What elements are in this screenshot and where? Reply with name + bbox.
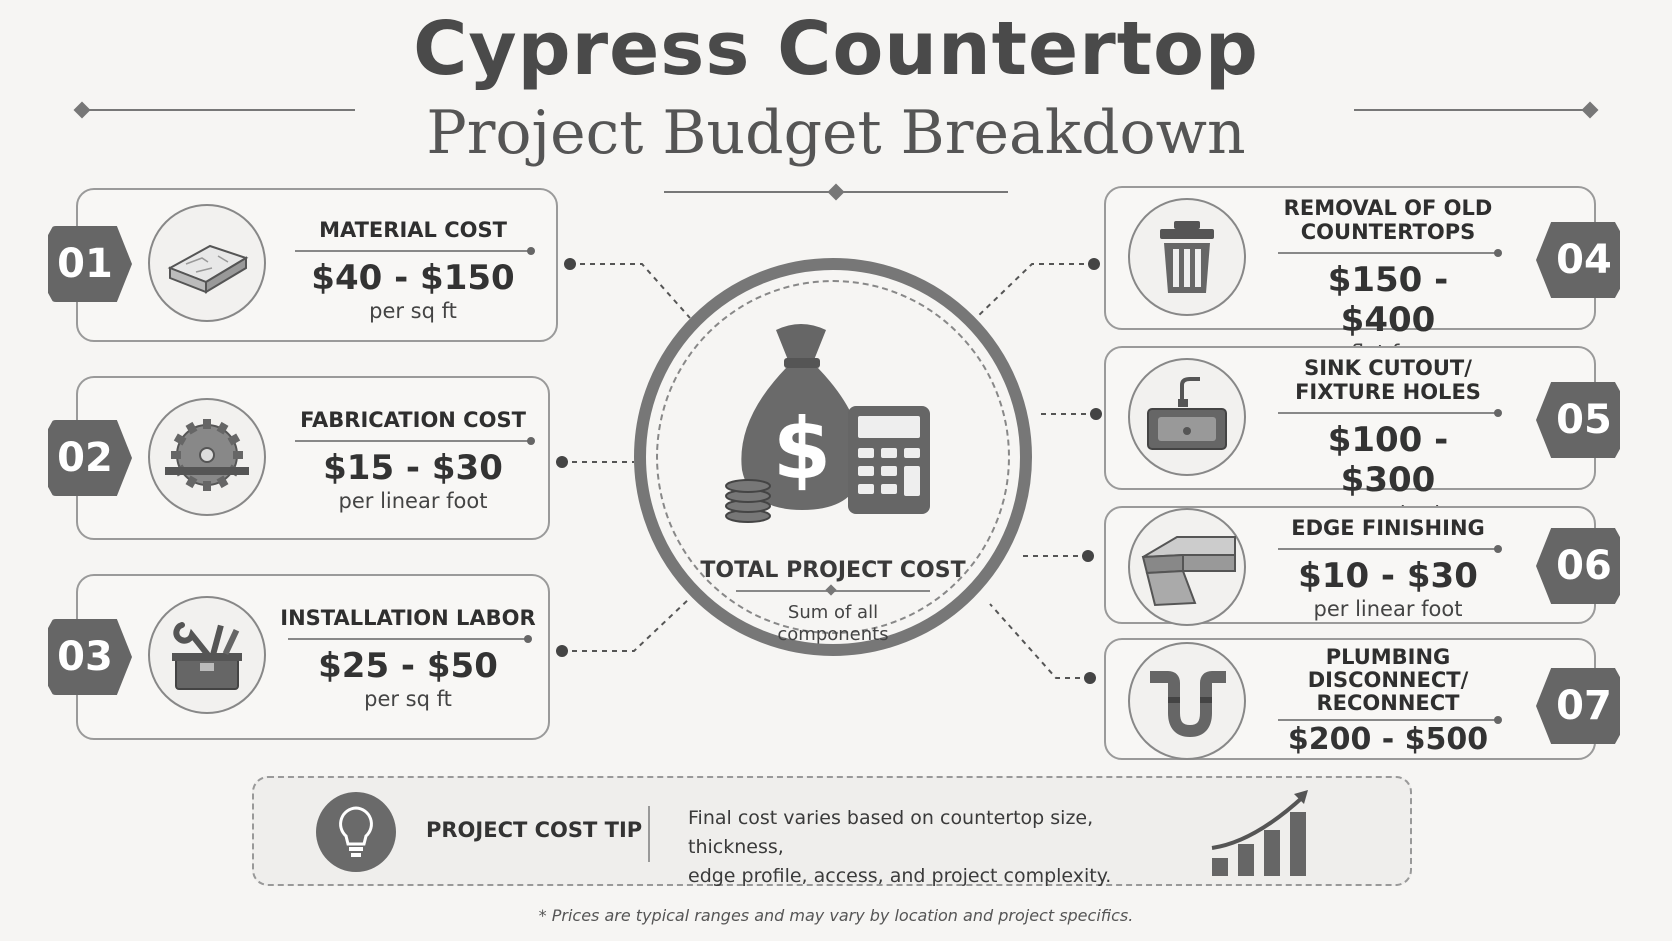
cost-text-07: PLUMBING DISCONNECT/ RECONNECT $200 - $5…	[1276, 645, 1502, 757]
cost-unit: per sq ft	[369, 299, 457, 323]
cost-label: COUNTERTOPS	[1300, 220, 1476, 244]
calculator-icon	[848, 406, 930, 514]
cost-text-04: REMOVAL OF OLD COUNTERTOPS $150 - $400 f…	[1276, 196, 1502, 366]
footnote: * Prices are typical ranges and may vary…	[538, 906, 1134, 925]
lightbulb-icon	[316, 792, 396, 872]
cost-price: $100 - $300	[1327, 420, 1449, 500]
sink-icon	[1128, 358, 1246, 476]
cost-price: $200 - $500	[1287, 722, 1489, 757]
number-badge-07: 07	[1536, 668, 1620, 744]
cost-unit: per linear foot	[1313, 597, 1463, 621]
cost-price: $15 - $30	[323, 448, 503, 488]
cost-price: $40 - $150	[311, 258, 515, 298]
toolbox-icon	[148, 596, 266, 714]
connector-01	[570, 263, 691, 319]
tip-text: Final cost varies based on countertop si…	[688, 807, 1112, 887]
cost-label: EDGE FINISHING	[1291, 516, 1485, 540]
connector-07	[989, 603, 1090, 679]
subtitle-diamond	[827, 183, 845, 201]
pipe-icon	[1128, 642, 1246, 760]
connector-03	[562, 597, 691, 652]
cost-label: REMOVAL OF OLD	[1283, 196, 1493, 220]
svg-text:$: $	[773, 400, 831, 498]
total-cost-label: TOTAL PROJECT COST	[700, 558, 966, 583]
cost-label: FABRICATION COST	[300, 408, 526, 432]
title-diamond-right	[1581, 101, 1599, 119]
page-title: Cypress Countertop	[413, 6, 1259, 92]
money-bag-icon: $	[725, 324, 863, 523]
cost-text-05: SINK CUTOUT/ FIXTURE HOLES $100 - $300 p…	[1276, 356, 1502, 526]
cost-label: DISCONNECT/	[1307, 668, 1469, 692]
saw-blade-icon	[148, 398, 266, 516]
growth-chart-icon	[1211, 790, 1308, 876]
stone-slab-icon	[148, 204, 266, 322]
cost-price: $10 - $30	[1298, 556, 1478, 596]
tip-title: PROJECT COST TIP	[426, 818, 643, 842]
connector-04	[975, 263, 1094, 319]
number-badge-05: 05	[1536, 382, 1620, 458]
cost-unit: per linear foot	[338, 489, 488, 513]
cost-label: SINK CUTOUT/	[1304, 356, 1472, 380]
countertop-edge-icon	[1128, 508, 1246, 626]
cost-label: MATERIAL COST	[319, 218, 507, 242]
cost-text-01: MATERIAL COST $40 - $150 per sq ft	[290, 218, 536, 324]
number-badge-01: 01	[48, 226, 132, 302]
number-badge-03: 03	[48, 619, 132, 695]
cost-text-03: INSTALLATION LABOR $25 - $50 per sq ft	[280, 606, 536, 712]
cost-price: $25 - $50	[318, 646, 498, 686]
cost-tip-box: PROJECT COST TIP Final cost varies based…	[252, 776, 1412, 887]
trash-can-icon	[1128, 198, 1246, 316]
total-cost-circle: $ TOTAL PROJECT COST Sum of all componen…	[634, 258, 1032, 656]
number-badge-02: 02	[48, 420, 132, 496]
cost-text-06: EDGE FINISHING $10 - $30 per linear foot	[1276, 516, 1502, 622]
page-subtitle: Project Budget Breakdown	[426, 98, 1246, 168]
number-badge-04: 04	[1536, 222, 1620, 298]
cost-label: PLUMBING	[1325, 645, 1451, 669]
cost-unit: per sq ft	[364, 687, 452, 711]
cost-label: INSTALLATION LABOR	[280, 606, 536, 630]
number-badge-06: 06	[1536, 528, 1620, 604]
total-cost-sub: Sum of all components	[777, 602, 889, 645]
title-diamond-left	[73, 101, 91, 119]
cost-text-02: FABRICATION COST $15 - $30 per linear fo…	[290, 408, 536, 514]
cost-label: RECONNECT	[1316, 691, 1460, 715]
cost-price: $150 - $400	[1327, 260, 1449, 340]
cost-label: FIXTURE HOLES	[1295, 380, 1481, 404]
